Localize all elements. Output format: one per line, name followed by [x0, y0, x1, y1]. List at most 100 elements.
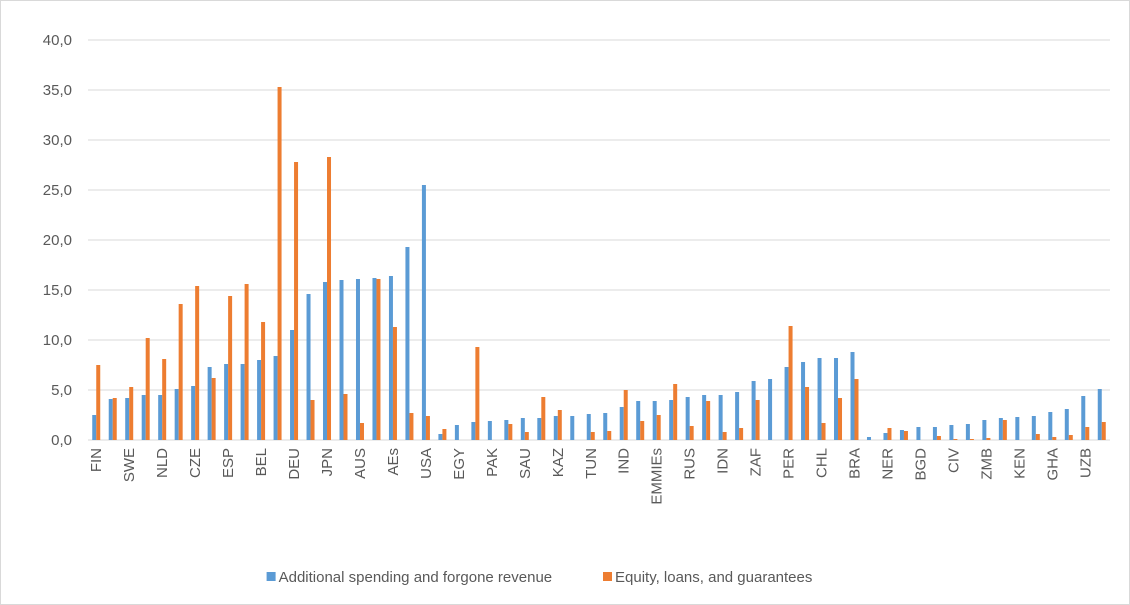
bar: [986, 438, 991, 440]
bar: [442, 429, 447, 440]
bar: [1068, 435, 1073, 440]
bar: [706, 401, 711, 440]
bar: [323, 282, 328, 440]
x-tick-label: ESP: [220, 448, 237, 478]
bar: [953, 439, 958, 440]
bar: [1002, 420, 1007, 440]
bar: [475, 347, 480, 440]
bar: [788, 326, 793, 440]
x-tick-label: USA: [418, 448, 435, 479]
x-tick-label: PAK: [484, 448, 501, 477]
bar: [1085, 427, 1090, 440]
bar: [96, 365, 101, 440]
x-tick-label: ZMB: [978, 448, 995, 480]
bar: [425, 416, 430, 440]
x-tick-label: EGY: [451, 448, 468, 480]
bar: [586, 414, 591, 440]
x-tick-label: CHL: [814, 448, 831, 478]
bar: [327, 157, 332, 440]
bar: [821, 423, 826, 440]
legend-label: Additional spending and forgone revenue: [279, 569, 553, 586]
y-tick-label: 30,0: [43, 132, 72, 149]
legend-swatch: [603, 572, 612, 581]
bar: [652, 401, 657, 440]
bar: [306, 294, 311, 440]
bar: [916, 427, 921, 440]
bar: [228, 296, 233, 440]
x-tick-label: IND: [616, 448, 633, 474]
bar: [739, 428, 744, 440]
x-tick-label: SWE: [121, 448, 138, 482]
x-tick-label: BRA: [847, 448, 864, 479]
bar: [388, 276, 393, 440]
bar: [838, 398, 843, 440]
bar: [801, 362, 806, 440]
bar: [603, 413, 608, 440]
bar: [261, 322, 266, 440]
x-tick-label: KAZ: [550, 448, 567, 477]
bar: [224, 364, 229, 440]
bar: [438, 434, 443, 440]
bar: [454, 425, 459, 440]
bar: [834, 358, 839, 440]
x-tick-label: NER: [879, 448, 896, 480]
bar: [1048, 412, 1053, 440]
bar: [141, 395, 146, 440]
x-tick-label: ZAF: [748, 448, 765, 476]
bar: [623, 390, 628, 440]
bar: [1081, 396, 1086, 440]
bar: [504, 420, 509, 440]
x-tick-label: AUS: [352, 448, 369, 479]
x-tick-label: GHA: [1044, 448, 1061, 481]
y-tick-label: 40,0: [43, 32, 72, 49]
bar: [372, 278, 377, 440]
bar: [294, 162, 299, 440]
x-tick-label: TUN: [583, 448, 600, 479]
bar: [257, 360, 262, 440]
bar: [207, 367, 212, 440]
bar: [982, 420, 987, 440]
x-tick-label: SAU: [517, 448, 534, 479]
bar: [751, 381, 756, 440]
bar: [1064, 409, 1069, 440]
bar: [520, 418, 525, 440]
y-tick-label: 10,0: [43, 332, 72, 349]
bar: [656, 415, 661, 440]
bar: [817, 358, 822, 440]
bar: [619, 407, 624, 440]
bar: [965, 424, 970, 440]
bar: [191, 386, 196, 440]
bar: [310, 400, 315, 440]
bar: [557, 410, 562, 440]
y-tick-label: 35,0: [43, 82, 72, 99]
bar: [273, 356, 278, 440]
x-tick-label: UZB: [1077, 448, 1094, 478]
bar: [244, 284, 249, 440]
y-tick-label: 25,0: [43, 182, 72, 199]
bar: [112, 398, 117, 440]
bar: [290, 330, 295, 440]
bar: [850, 352, 855, 440]
bar: [969, 439, 974, 440]
bar: [471, 422, 476, 440]
bar: [211, 378, 216, 440]
x-tick-label: BEL: [253, 448, 270, 476]
bar: [689, 426, 694, 440]
x-tick-label: BGD: [912, 448, 929, 481]
y-tick-label: 5,0: [51, 382, 72, 399]
bar: [1052, 437, 1057, 440]
bar: [883, 433, 888, 440]
bar: [1101, 422, 1106, 440]
bar: [887, 428, 892, 440]
legend-label: Equity, loans, and guarantees: [615, 569, 812, 586]
x-tick-label: AEs: [385, 448, 402, 476]
bar: [755, 400, 760, 440]
bar: [899, 430, 904, 440]
bar: [409, 413, 414, 440]
bar: [590, 432, 595, 440]
bar: [174, 389, 179, 440]
bar: [854, 379, 859, 440]
x-tick-label: EMMIEs: [649, 448, 666, 505]
bar: [998, 418, 1003, 440]
bar: [949, 425, 954, 440]
